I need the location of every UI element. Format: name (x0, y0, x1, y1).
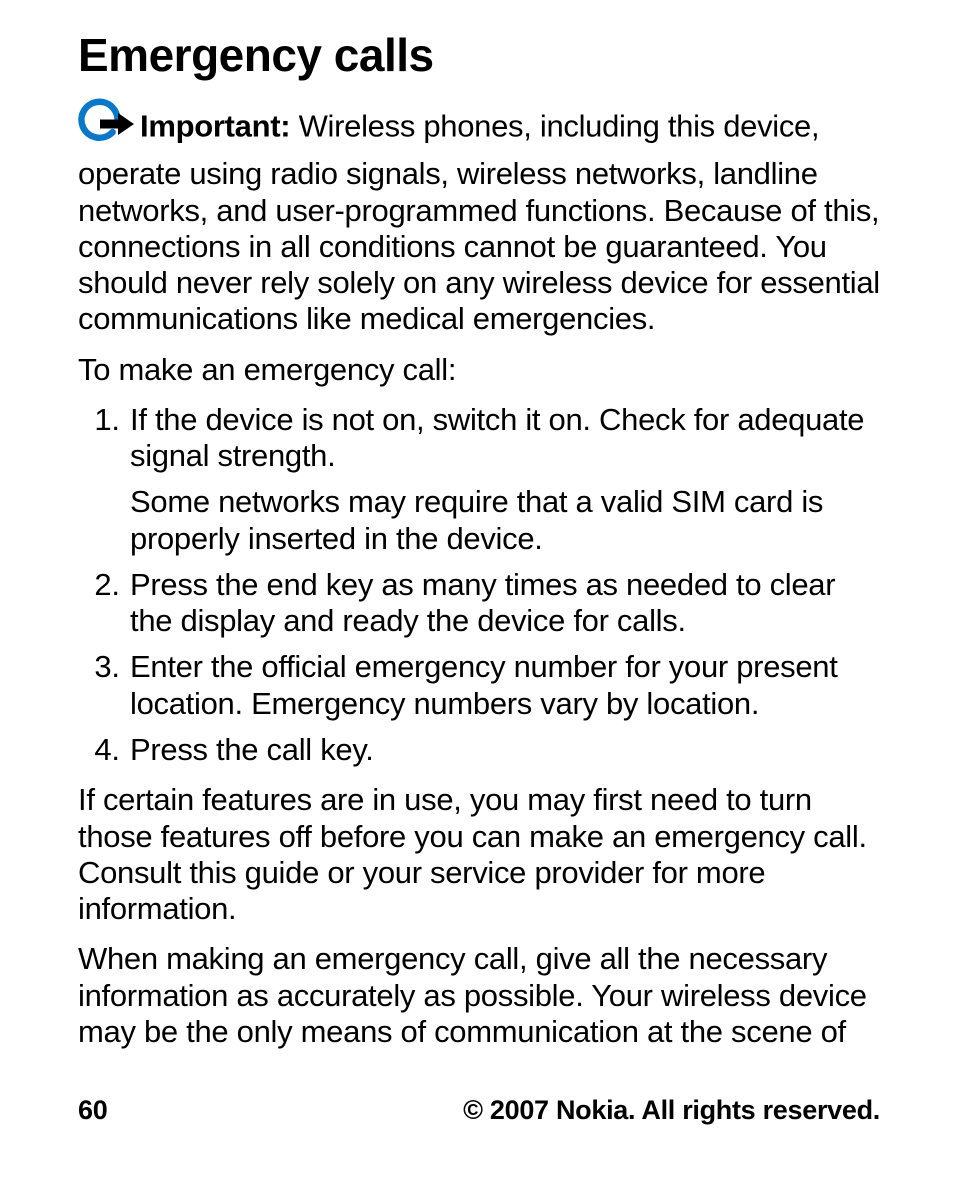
page-content: Emergency calls Important: Wireless phon… (78, 28, 880, 1095)
steps-list: If the device is not on, switch it on. C… (78, 402, 880, 768)
step-text: Enter the official emergency number for … (130, 649, 838, 720)
important-icon (78, 96, 134, 152)
page-title: Emergency calls (78, 28, 880, 82)
body-paragraph: If certain features are in use, you may … (78, 782, 880, 927)
lead-in-text: To make an emergency call: (78, 352, 880, 388)
step-item: Press the end key as many times as neede… (128, 567, 880, 640)
step-subtext: Some networks may require that a valid S… (130, 484, 880, 557)
body-paragraph: When making an emergency call, give all … (78, 941, 880, 1050)
important-label: Important: (140, 108, 290, 143)
page-number: 60 (78, 1095, 107, 1126)
step-text: Press the call key. (130, 732, 374, 767)
document-page: Emergency calls Important: Wireless phon… (0, 0, 954, 1180)
step-item: If the device is not on, switch it on. C… (128, 402, 880, 557)
page-footer: 60 © 2007 Nokia. All rights reserved. (78, 1095, 880, 1180)
important-paragraph: Important: Wireless phones, including th… (78, 100, 880, 338)
step-text: Press the end key as many times as neede… (130, 567, 835, 638)
step-item: Press the call key. (128, 732, 880, 768)
copyright-text: © 2007 Nokia. All rights reserved. (463, 1095, 880, 1126)
step-item: Enter the official emergency number for … (128, 649, 880, 722)
step-text: If the device is not on, switch it on. C… (130, 402, 864, 473)
